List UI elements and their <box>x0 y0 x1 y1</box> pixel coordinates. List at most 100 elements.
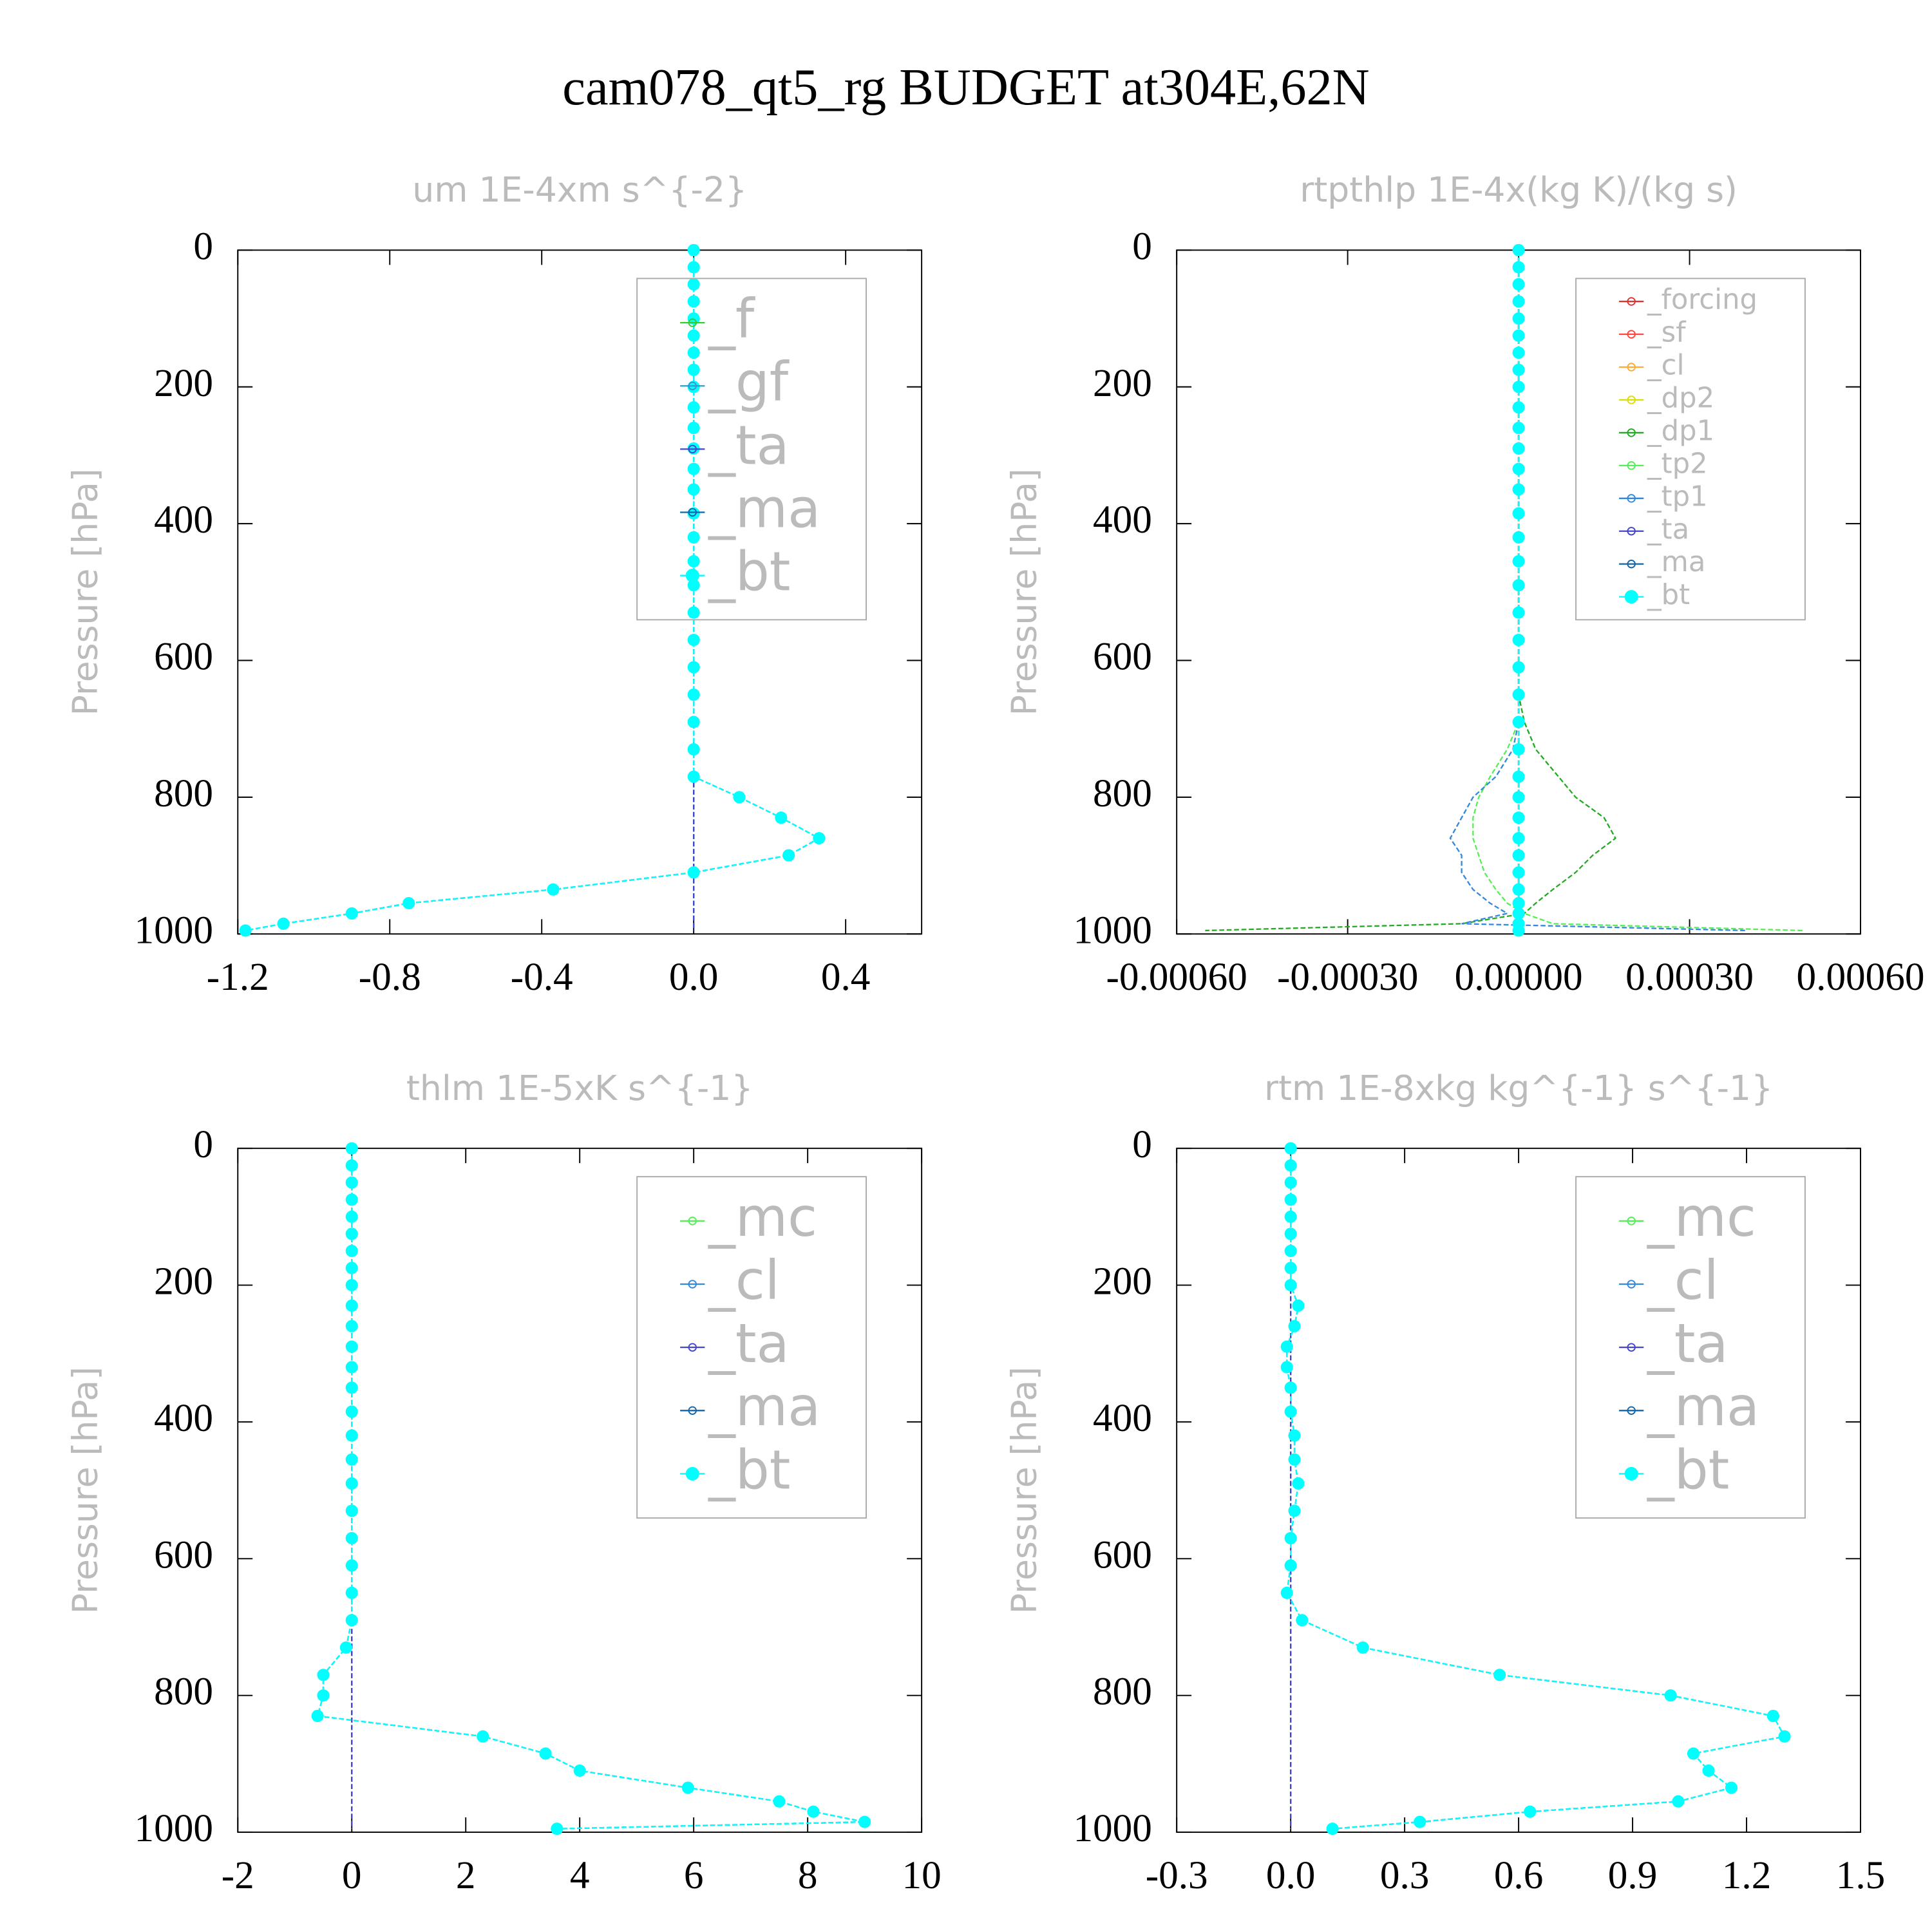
data-point <box>345 1559 358 1572</box>
y-tick-label: 400 <box>154 498 213 542</box>
data-point <box>858 1815 871 1828</box>
legend-box <box>636 1176 867 1519</box>
data-point <box>1512 421 1525 435</box>
legend-label: _sf <box>1647 317 1687 349</box>
legend-marker <box>1627 1280 1636 1289</box>
legend-marker <box>1627 560 1636 569</box>
legend-label: _bt <box>1647 1439 1729 1501</box>
data-point <box>1512 866 1525 879</box>
data-point <box>1672 1795 1685 1808</box>
legend-marker <box>1627 330 1636 339</box>
x-tick-label: 0.00030 <box>1625 955 1754 999</box>
series-line <box>1449 250 1747 932</box>
data-point <box>1284 1210 1297 1223</box>
data-point <box>687 715 700 728</box>
data-point <box>345 1340 358 1353</box>
data-point <box>687 462 700 475</box>
data-point <box>402 896 415 910</box>
x-tick-label: 0.00060 <box>1797 955 1925 999</box>
data-point <box>1512 329 1525 342</box>
x-tick-label: 0.9 <box>1608 1853 1658 1897</box>
legend-label: _ta <box>1647 513 1689 545</box>
data-point <box>1766 1709 1779 1723</box>
legend-marker <box>685 569 699 583</box>
data-point <box>1512 661 1525 674</box>
legend-label: _cl <box>1647 349 1684 381</box>
y-tick-label: 0 <box>193 224 213 268</box>
data-point <box>1356 1641 1369 1654</box>
data-point <box>1284 1405 1297 1418</box>
data-point <box>687 295 700 308</box>
legend-marker <box>688 1406 697 1415</box>
data-point <box>345 1405 358 1418</box>
y-tick-label: 600 <box>154 1533 213 1577</box>
data-point <box>687 278 700 291</box>
legend-marker <box>1627 297 1636 306</box>
data-point <box>345 1586 358 1599</box>
data-point <box>1512 278 1525 291</box>
x-tick-label: 0.6 <box>1494 1853 1544 1897</box>
data-point <box>1512 770 1525 783</box>
legend-label: _ma <box>708 477 820 540</box>
y-tick-label: 0 <box>1132 224 1152 268</box>
legend-marker <box>688 381 697 390</box>
y-tick-label: 600 <box>154 635 213 679</box>
data-point <box>345 1278 358 1292</box>
data-point <box>1284 1227 1297 1240</box>
data-point <box>687 531 700 544</box>
y-tick-label: 200 <box>1093 1260 1152 1303</box>
x-tick-label: 8 <box>798 1853 818 1897</box>
data-point <box>687 483 700 496</box>
data-point <box>1284 1559 1297 1572</box>
y-tick-label: 600 <box>1093 1533 1152 1577</box>
legend-marker <box>688 1280 697 1289</box>
data-point <box>345 1159 358 1172</box>
data-point <box>687 743 700 756</box>
data-point <box>345 1320 358 1332</box>
data-point <box>277 917 290 930</box>
data-point <box>775 811 788 824</box>
data-point <box>1512 688 1525 701</box>
data-point <box>1284 1278 1297 1292</box>
data-point <box>1512 381 1525 393</box>
data-point <box>345 1531 358 1544</box>
data-point <box>1512 295 1525 308</box>
data-point <box>687 401 700 414</box>
legend-label: _bt <box>1647 579 1690 611</box>
legend-marker <box>1627 1406 1636 1415</box>
plot-frame <box>237 249 923 935</box>
data-point <box>687 243 700 256</box>
data-point <box>1512 907 1525 920</box>
data-point <box>1292 1477 1305 1490</box>
data-point <box>1702 1764 1715 1777</box>
subplot-title: thlm 1E-5xK s^{-1} <box>406 1068 753 1108</box>
data-point <box>681 1781 694 1794</box>
data-point <box>1778 1730 1791 1743</box>
data-point <box>1414 1815 1426 1828</box>
data-point <box>345 1244 358 1258</box>
data-point <box>687 381 700 393</box>
legend-marker <box>688 318 697 327</box>
legend-marker <box>1627 461 1636 470</box>
y-tick-label: 600 <box>1093 635 1152 679</box>
x-tick-label: -0.8 <box>359 955 421 999</box>
data-point <box>1512 243 1525 256</box>
data-point <box>687 866 700 879</box>
legend-label: _f <box>708 288 755 350</box>
data-point <box>1284 1381 1297 1394</box>
data-point <box>687 346 700 359</box>
legend-marker <box>1627 428 1636 437</box>
data-point <box>1512 579 1525 592</box>
y-tick-label: 200 <box>154 361 213 405</box>
plot-frame <box>237 1148 923 1833</box>
plot-frame <box>1176 1148 1861 1833</box>
subplot-title: rtm 1E-8xkg kg^{-1} s^{-1} <box>1264 1068 1773 1108</box>
data-point <box>1512 743 1525 756</box>
data-point <box>1512 849 1525 862</box>
legend-label: _ma <box>708 1376 820 1438</box>
data-point <box>687 312 700 325</box>
x-tick-label: 6 <box>684 1853 704 1897</box>
legend-label: _cl <box>708 1249 780 1312</box>
legend-marker <box>1627 527 1636 536</box>
legend-label: _bt <box>708 541 790 603</box>
